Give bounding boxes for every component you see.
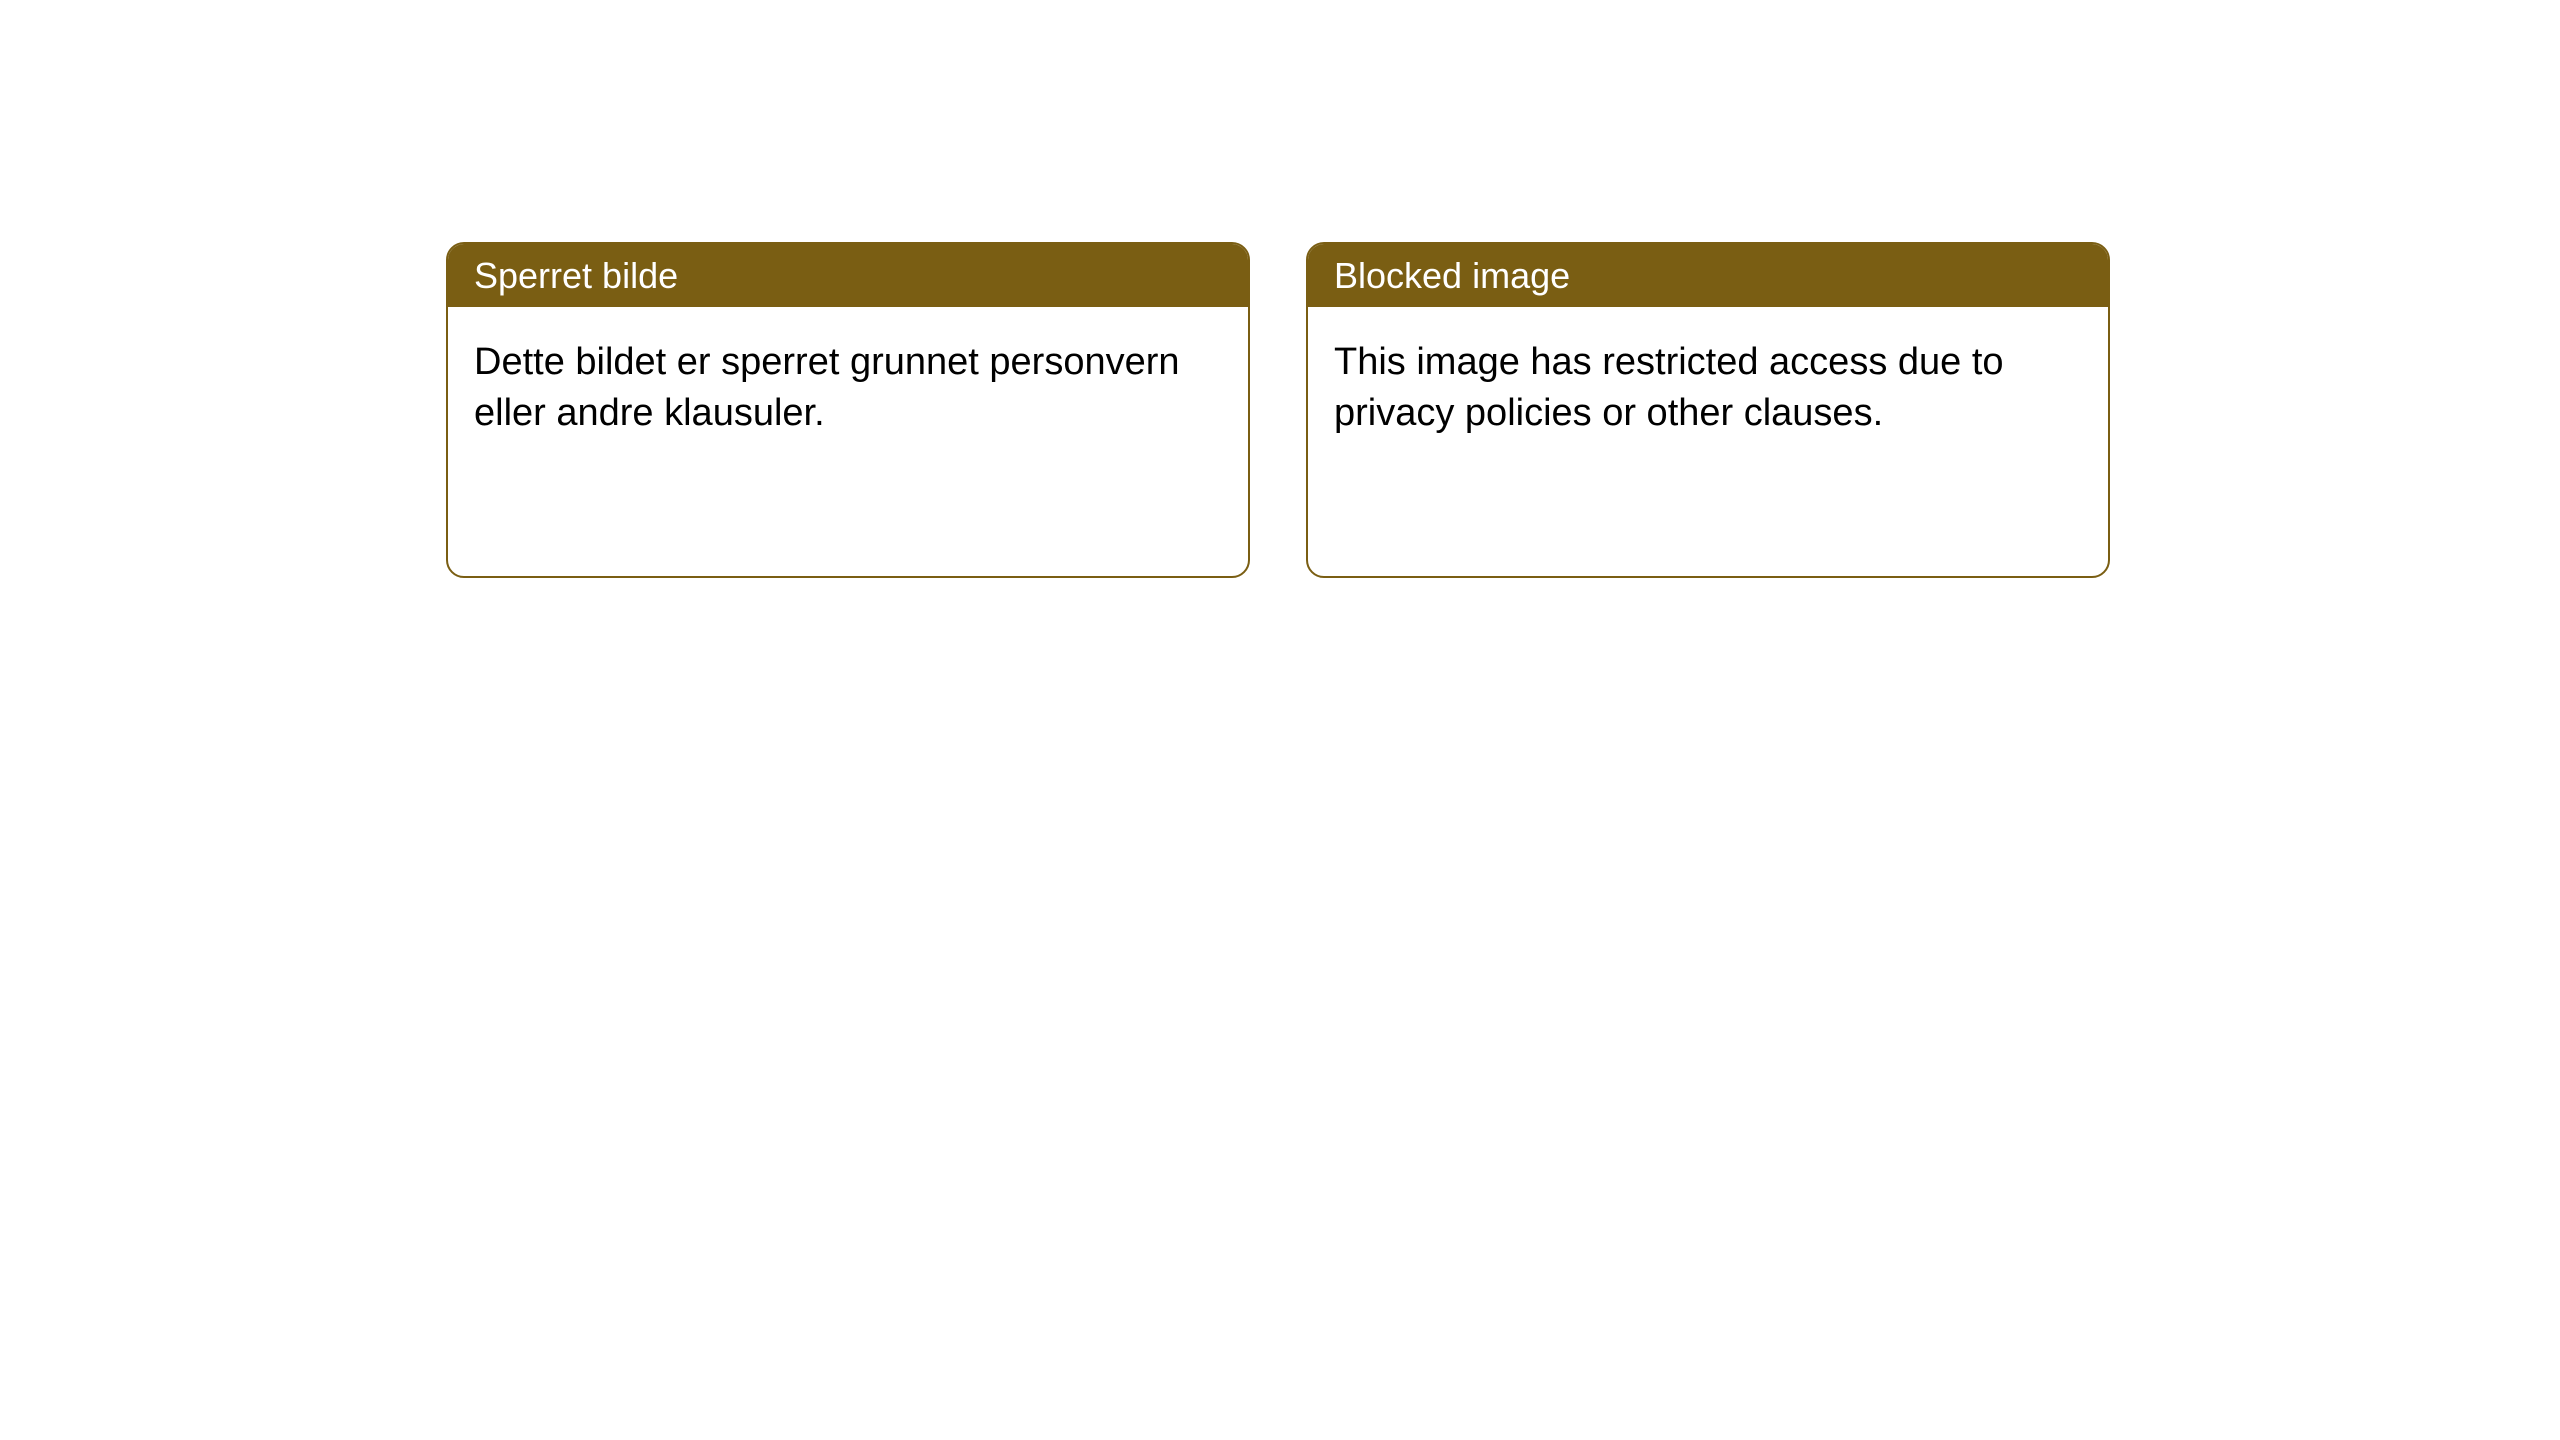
notice-title: Sperret bilde xyxy=(474,255,678,296)
notice-header: Sperret bilde xyxy=(448,244,1248,307)
notice-card-english: Blocked image This image has restricted … xyxy=(1306,242,2110,578)
notice-message: Dette bildet er sperret grunnet personve… xyxy=(474,341,1180,434)
notice-body: Dette bildet er sperret grunnet personve… xyxy=(448,307,1248,470)
notice-message: This image has restricted access due to … xyxy=(1334,341,2004,434)
notice-container: Sperret bilde Dette bildet er sperret gr… xyxy=(446,242,2110,578)
notice-title: Blocked image xyxy=(1334,255,1570,296)
notice-header: Blocked image xyxy=(1308,244,2108,307)
notice-card-norwegian: Sperret bilde Dette bildet er sperret gr… xyxy=(446,242,1250,578)
notice-body: This image has restricted access due to … xyxy=(1308,307,2108,470)
